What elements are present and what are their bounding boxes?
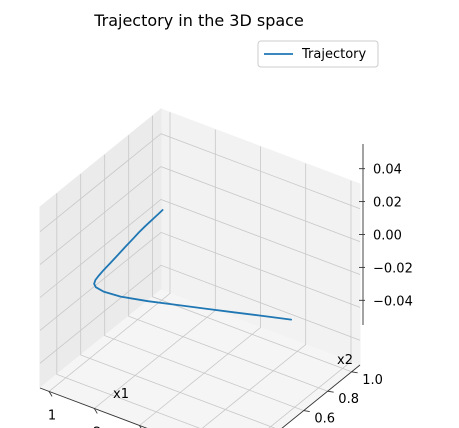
- z-tick-label: −0.02: [373, 261, 413, 276]
- y-gridline: [152, 115, 352, 373]
- legend-frame: [257, 40, 379, 68]
- x-gridline: [48, 112, 171, 392]
- y-tick: [351, 371, 358, 374]
- y-gridline: [104, 154, 304, 411]
- y-gridline: [56, 193, 201, 428]
- x-tick: [139, 425, 142, 428]
- y-tick: [303, 410, 310, 413]
- axes-panes: [39, 107, 361, 428]
- x-tick: [93, 408, 98, 414]
- y-tick: [327, 390, 334, 393]
- z-tick-label: −0.04: [373, 294, 413, 309]
- z-gridline: [39, 199, 361, 298]
- y-tick-label: 0.6: [314, 412, 335, 427]
- z-gridline: [39, 166, 361, 265]
- z-gridline: [39, 231, 361, 331]
- tick-marks: [48, 168, 365, 428]
- y-tick-label: 0.8: [338, 392, 359, 407]
- y-tick-label: 1.0: [362, 373, 383, 388]
- series-layer: [93, 209, 293, 321]
- z-tick-label: 0.02: [373, 196, 402, 211]
- series-line-trajectory: [93, 209, 293, 321]
- chart-title: Trajectory in the 3D space: [93, 11, 304, 30]
- x-gridline: [139, 146, 261, 426]
- legend-label: Trajectory: [301, 47, 366, 62]
- grid-lines: [39, 112, 361, 428]
- x-tick: [48, 391, 53, 397]
- legend: Trajectory: [257, 40, 379, 68]
- y-axis-line: [281, 364, 361, 428]
- z-gridline: [39, 133, 361, 233]
- y-gridline: [128, 135, 328, 392]
- z-gridline: [39, 264, 361, 364]
- y-axis-label: x2: [337, 353, 353, 368]
- x-gridline: [201, 163, 307, 428]
- x-tick-label: 2: [93, 425, 101, 428]
- x-axis-label: x1: [113, 387, 129, 402]
- y-gridline: [80, 174, 276, 428]
- z-tick-label: 0.00: [373, 229, 402, 244]
- x-gridline: [268, 180, 352, 428]
- x-tick-label: 1: [48, 408, 56, 423]
- tick-labels: 123450.20.40.60.81.00.040.020.00−0.02−0.…: [48, 163, 413, 428]
- z-tick-label: 0.04: [373, 163, 402, 178]
